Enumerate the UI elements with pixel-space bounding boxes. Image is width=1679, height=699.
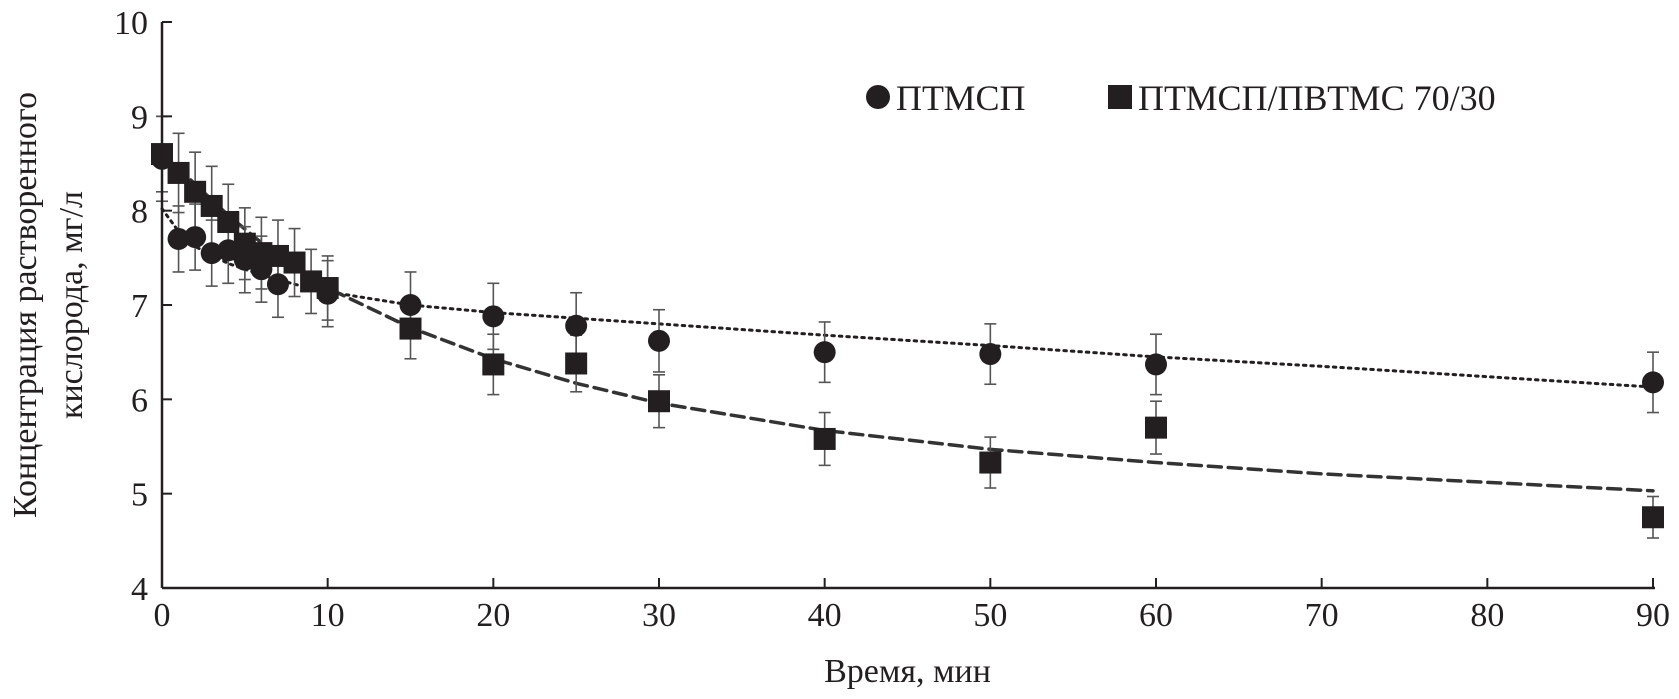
point-circle bbox=[200, 242, 223, 265]
point-circle bbox=[979, 343, 1002, 366]
point-circle bbox=[1642, 371, 1664, 394]
point-square bbox=[648, 390, 670, 413]
x-tick-label: 0 bbox=[154, 597, 171, 634]
legend-label-1: ПТМСП bbox=[896, 78, 1026, 118]
y-tick-label: 5 bbox=[131, 477, 148, 514]
error-bars bbox=[156, 115, 1659, 539]
point-square bbox=[1145, 416, 1167, 439]
data-points bbox=[151, 143, 1664, 529]
y-tick-label: 4 bbox=[131, 571, 148, 608]
y-axis-title-line-2: кислорода, мг/л bbox=[53, 191, 90, 419]
point-square bbox=[167, 161, 190, 184]
point-circle bbox=[648, 329, 670, 352]
x-tick-label: 50 bbox=[973, 597, 1007, 634]
legend-label-2: ПТМСП/ПВТМС 70/30 bbox=[1138, 78, 1496, 118]
point-square bbox=[283, 251, 306, 274]
y-tick-label: 9 bbox=[131, 99, 148, 136]
trend-lines bbox=[160, 150, 1655, 493]
point-circle bbox=[1145, 353, 1167, 376]
point-square bbox=[482, 353, 505, 376]
point-square bbox=[266, 244, 289, 267]
point-square bbox=[316, 277, 339, 300]
point-circle bbox=[399, 294, 422, 316]
y-tick-label: 7 bbox=[131, 288, 148, 325]
x-tick-label: 20 bbox=[476, 597, 510, 634]
y-axis-title-line-1: Концентрация растворенного bbox=[7, 92, 44, 518]
point-circle bbox=[482, 305, 505, 328]
point-square bbox=[233, 232, 256, 255]
point-square bbox=[399, 317, 422, 340]
y-tick-label: 6 bbox=[131, 382, 148, 419]
point-circle bbox=[813, 341, 836, 364]
x-axis-title: Время, мин bbox=[824, 653, 991, 690]
x-tick-label: 70 bbox=[1305, 597, 1339, 634]
x-tick-label: 10 bbox=[311, 597, 345, 634]
point-square bbox=[184, 180, 207, 203]
point-square bbox=[200, 194, 223, 217]
y-tick-label: 10 bbox=[114, 5, 148, 42]
y-tick-label: 8 bbox=[131, 194, 148, 231]
legend-marker-circle bbox=[866, 85, 890, 109]
point-square bbox=[250, 242, 273, 265]
point-square bbox=[565, 352, 588, 375]
trend-line-2 bbox=[160, 150, 1655, 493]
point-circle bbox=[167, 227, 190, 250]
point-square bbox=[217, 210, 240, 233]
point-square bbox=[813, 427, 836, 450]
x-tick-label: 60 bbox=[1139, 597, 1173, 634]
point-square bbox=[1642, 506, 1664, 529]
point-square bbox=[300, 270, 323, 293]
x-tick-label: 80 bbox=[1470, 597, 1504, 634]
x-tick-label: 90 bbox=[1636, 597, 1670, 634]
trend-line-1 bbox=[160, 207, 1655, 389]
x-tick-label: 40 bbox=[808, 597, 842, 634]
point-square bbox=[979, 451, 1002, 474]
point-circle bbox=[266, 273, 289, 296]
point-circle bbox=[184, 226, 207, 249]
legend-marker-square bbox=[1108, 85, 1132, 109]
point-circle bbox=[565, 314, 588, 337]
point-circle bbox=[217, 239, 240, 262]
x-tick-label: 30 bbox=[642, 597, 676, 634]
legend: ПТМСП ПТМСП/ПВТМС 70/30 bbox=[866, 78, 1496, 118]
tick-marks: 0 10 20 30 40 50 60 70 80 90 4 5 6 7 8 9 10 bbox=[114, 5, 1670, 634]
